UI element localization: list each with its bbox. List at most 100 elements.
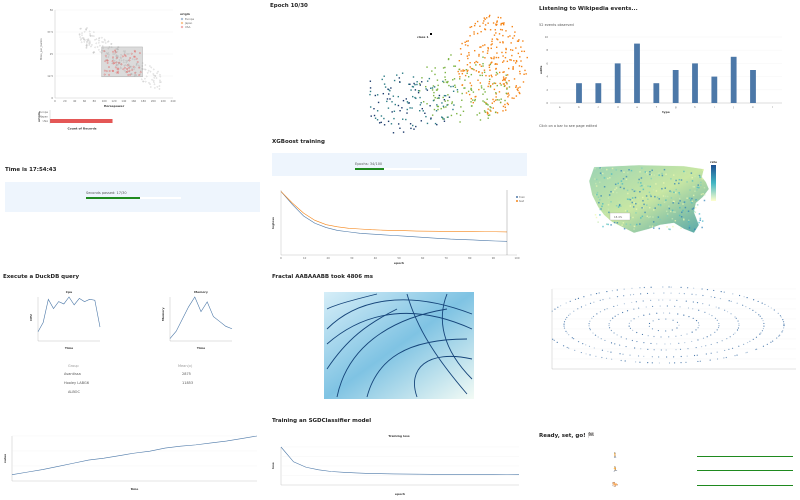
x-tick-label: 240: [171, 99, 176, 103]
ring-point: [617, 313, 619, 316]
bar[interactable]: [614, 63, 621, 103]
cluster-point: [487, 22, 489, 24]
bar[interactable]: [672, 70, 679, 103]
scatter-point: [149, 65, 151, 67]
bar[interactable]: [595, 83, 602, 103]
cluster-point: [480, 31, 482, 33]
choropleth-map[interactable]: 18.4% rate: [534, 137, 800, 267]
bar[interactable]: [692, 63, 698, 103]
cluster-point: [409, 83, 411, 85]
ring-point: [760, 332, 762, 334]
cluster-point: [388, 93, 390, 95]
scatter-point: [98, 42, 100, 44]
legend-swatch[interactable]: [180, 25, 184, 29]
county-cell: [653, 209, 655, 211]
cluster-point: [437, 108, 439, 111]
panel-wikipedia: Listening to Wikipedia events... 52 even…: [534, 0, 800, 135]
county-cell: [657, 216, 660, 218]
ring-point: [687, 348, 689, 350]
cluster-point: [506, 60, 509, 63]
cluster-point: [500, 22, 502, 25]
ring-point: [574, 349, 576, 351]
county-cell: [666, 215, 669, 217]
selection-brush[interactable]: [101, 46, 143, 78]
scatter-point-selected: [122, 68, 125, 71]
county-cell: [675, 191, 677, 194]
county-cell: [641, 215, 644, 218]
cluster-annotation: class 1: [417, 35, 429, 39]
scatter-point: [110, 43, 112, 45]
scatter-point-selected: [115, 61, 118, 64]
cluster-point: [444, 100, 446, 102]
bar-xlabel: Count of Records: [67, 127, 96, 131]
bar[interactable]: [50, 119, 113, 123]
cluster-point: [519, 56, 521, 58]
ring-point: [643, 355, 645, 357]
ring-point: [628, 325, 630, 327]
scatter-point: [140, 78, 143, 81]
county-cell: [615, 187, 618, 189]
bar[interactable]: [750, 70, 756, 103]
cluster-point: [485, 102, 487, 104]
ring-point: [568, 314, 570, 316]
scatter-point: [112, 53, 114, 55]
county-cell: [644, 211, 646, 214]
cluster-point: [488, 75, 491, 77]
cluster-point: [502, 55, 504, 57]
ring-point: [608, 323, 610, 325]
cluster-point: [376, 94, 379, 96]
cluster-point: [411, 107, 413, 109]
ring-point: [566, 332, 568, 334]
cluster-point: [507, 36, 509, 38]
ring-point: [714, 296, 716, 299]
x-tick-label: 10: [303, 256, 307, 260]
ring-point: [691, 331, 693, 333]
ring-point: [600, 338, 602, 340]
bar[interactable]: [653, 83, 660, 103]
ring-point: [701, 288, 703, 290]
y-axis-label: loss: [271, 462, 275, 469]
cluster-point: [402, 99, 405, 102]
ring-point: [728, 300, 730, 302]
legend-swatch[interactable]: [180, 21, 184, 25]
county-cell: [672, 211, 675, 213]
ring-point: [554, 308, 556, 310]
cluster-point: [456, 112, 458, 115]
cluster-point: [447, 94, 449, 96]
cluster-point: [435, 110, 438, 112]
county-cell: [607, 197, 610, 199]
ring-point: [631, 301, 633, 304]
ring-point: [729, 336, 731, 338]
county-cell: [629, 205, 632, 207]
bar[interactable]: [711, 76, 718, 103]
us-outline[interactable]: [588, 164, 710, 234]
bar[interactable]: [576, 83, 582, 103]
legend-swatch[interactable]: [516, 196, 518, 198]
cluster-point: [522, 81, 525, 83]
x-tick-label: 100: [515, 256, 520, 260]
cluster-point: [519, 70, 521, 73]
cluster-point: [484, 28, 487, 31]
scatter-point: [158, 88, 161, 90]
ring-point: [608, 324, 610, 327]
legend-swatch[interactable]: [516, 200, 518, 202]
county-cell: [649, 171, 651, 173]
cluster-point: [432, 85, 435, 87]
cluster-point: [516, 40, 519, 42]
county-cell: [652, 216, 654, 218]
cluster-point: [422, 101, 425, 103]
ring-point: [639, 361, 641, 363]
scatter-point-selected: [117, 70, 119, 73]
bar[interactable]: [634, 43, 640, 103]
cluster-point: [523, 50, 526, 53]
scatter-point: [83, 41, 86, 43]
scatter-point: [101, 45, 104, 47]
county-cell: [621, 224, 623, 226]
ring-point: [780, 316, 782, 318]
bar[interactable]: [730, 56, 737, 103]
cluster-point: [419, 84, 422, 86]
scatter-point: [94, 46, 96, 49]
legend-swatch[interactable]: [180, 17, 184, 21]
